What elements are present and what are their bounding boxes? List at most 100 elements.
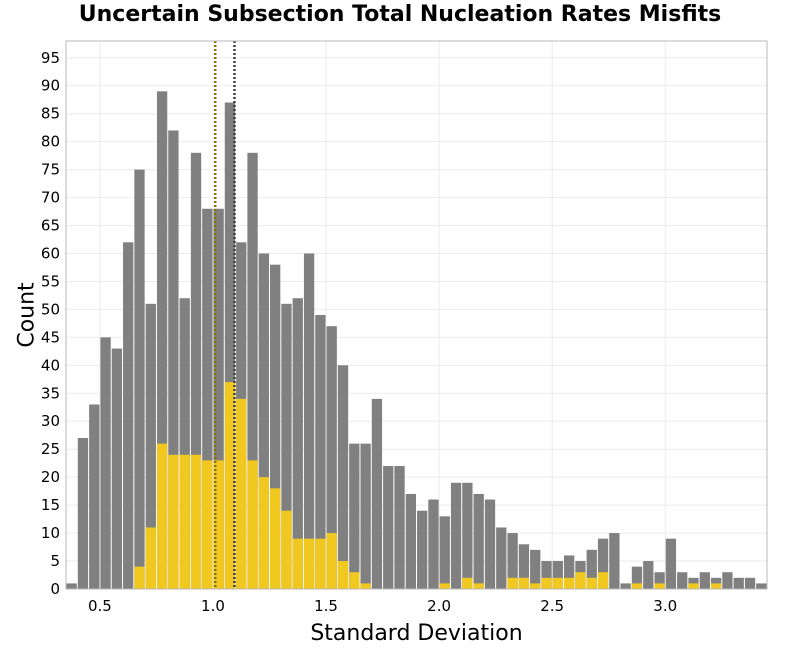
y-tick-label: 50 — [41, 300, 60, 318]
y-tick-label: 30 — [41, 412, 60, 430]
y-axis: 0 5 10 15 20 25 30 35 40 45 50 55 60 65 70 75 80 85 90 95 — [41, 49, 60, 598]
chart-title: Uncertain Subsection Total Nucleation Ra… — [78, 2, 722, 27]
bar-total — [202, 208, 213, 589]
bar-highlight — [507, 577, 518, 589]
bar-total — [190, 152, 202, 589]
y-tick-label: 80 — [41, 133, 60, 151]
bar-total — [315, 315, 326, 589]
bar-total — [145, 303, 156, 589]
bar-total — [179, 298, 190, 589]
bar-total — [213, 208, 224, 589]
bar-total — [677, 572, 688, 589]
y-tick-label: 75 — [41, 161, 60, 179]
reference-lines — [213, 41, 236, 589]
bar-highlight — [224, 382, 236, 589]
y-tick-label: 0 — [50, 580, 60, 598]
bar-total — [609, 533, 620, 589]
bar-total — [530, 549, 541, 589]
bar-total — [665, 538, 677, 589]
bar-highlight — [145, 527, 156, 589]
y-axis-title: Count — [15, 282, 40, 348]
x-tick-label: 2.5 — [540, 597, 564, 615]
bar-total — [541, 561, 552, 589]
bar-total — [405, 493, 416, 589]
bar-total — [744, 577, 756, 589]
y-tick-label: 45 — [41, 328, 60, 346]
bar-total — [168, 130, 179, 589]
bar-total — [326, 326, 337, 589]
bar-highlight — [530, 583, 541, 589]
bar-highlight — [258, 477, 270, 589]
bar-total — [156, 91, 168, 589]
bar-total — [100, 337, 111, 589]
bar-highlight — [247, 460, 258, 589]
bar-total — [597, 538, 609, 589]
x-axis: 0.5 1.0 1.5 2.0 2.5 3.0 — [88, 597, 677, 615]
bar-total — [484, 499, 496, 589]
bar-highlight — [202, 460, 213, 589]
bar-highlight — [292, 538, 303, 589]
y-tick-label: 55 — [41, 272, 60, 290]
bar-highlight — [518, 577, 530, 589]
bar-total — [654, 572, 665, 589]
bar-highlight — [575, 572, 586, 589]
bar-total — [77, 438, 89, 589]
bar-total — [281, 303, 292, 589]
plot-frame — [65, 40, 768, 590]
bar-highlight — [552, 577, 563, 589]
bar-total — [224, 102, 236, 590]
bar-highlight — [462, 577, 473, 589]
y-tick-label: 60 — [41, 244, 60, 262]
bar-total — [428, 499, 439, 589]
y-tick-label: 40 — [41, 356, 60, 374]
bar-total — [417, 510, 428, 589]
bar-total — [134, 169, 145, 589]
bar-highlight — [281, 510, 292, 589]
bar-total — [111, 348, 123, 589]
bar-total — [620, 583, 631, 589]
bar-highlight — [439, 583, 450, 589]
bar-total — [722, 572, 733, 589]
bar-highlight — [586, 577, 597, 589]
bar-total — [631, 566, 643, 589]
bar-highlight — [710, 583, 722, 589]
y-tick-label: 70 — [41, 189, 60, 207]
bar-total — [643, 561, 654, 589]
bar-total — [383, 465, 394, 589]
x-axis-title: Standard Deviation — [310, 621, 522, 646]
bar-highlight — [326, 533, 337, 589]
bar-total — [699, 572, 710, 589]
bar-total — [360, 443, 371, 589]
bar-total — [292, 298, 303, 589]
bar-highlight — [303, 538, 315, 589]
bar-highlight — [213, 460, 224, 589]
bar-total — [247, 152, 258, 589]
bar-highlight — [270, 488, 281, 589]
bar-total — [303, 253, 315, 589]
bar-highlight — [156, 443, 168, 589]
bar-total — [450, 482, 462, 589]
bar-highlight — [688, 583, 699, 589]
y-tick-label: 25 — [41, 440, 60, 458]
bar-total — [337, 365, 349, 589]
y-tick-label: 65 — [41, 217, 60, 235]
bar-total — [123, 242, 134, 589]
bar-total — [552, 561, 563, 589]
bar-total — [439, 516, 450, 589]
bar-highlight — [654, 583, 665, 589]
bar-highlight — [597, 572, 609, 589]
bar-total — [66, 583, 77, 589]
x-tick-label: 1.0 — [201, 597, 225, 615]
bar-highlight — [360, 583, 371, 589]
x-tick-label: 2.0 — [427, 597, 451, 615]
bar-total — [518, 544, 530, 589]
bar-total — [349, 443, 360, 589]
bar-highlight — [337, 561, 349, 589]
histogram-bars — [66, 91, 767, 590]
y-tick-label: 20 — [41, 468, 60, 486]
y-tick-label: 15 — [41, 496, 60, 514]
bar-total — [507, 533, 518, 589]
y-tick-label: 85 — [41, 105, 60, 123]
bar-total — [462, 482, 473, 589]
